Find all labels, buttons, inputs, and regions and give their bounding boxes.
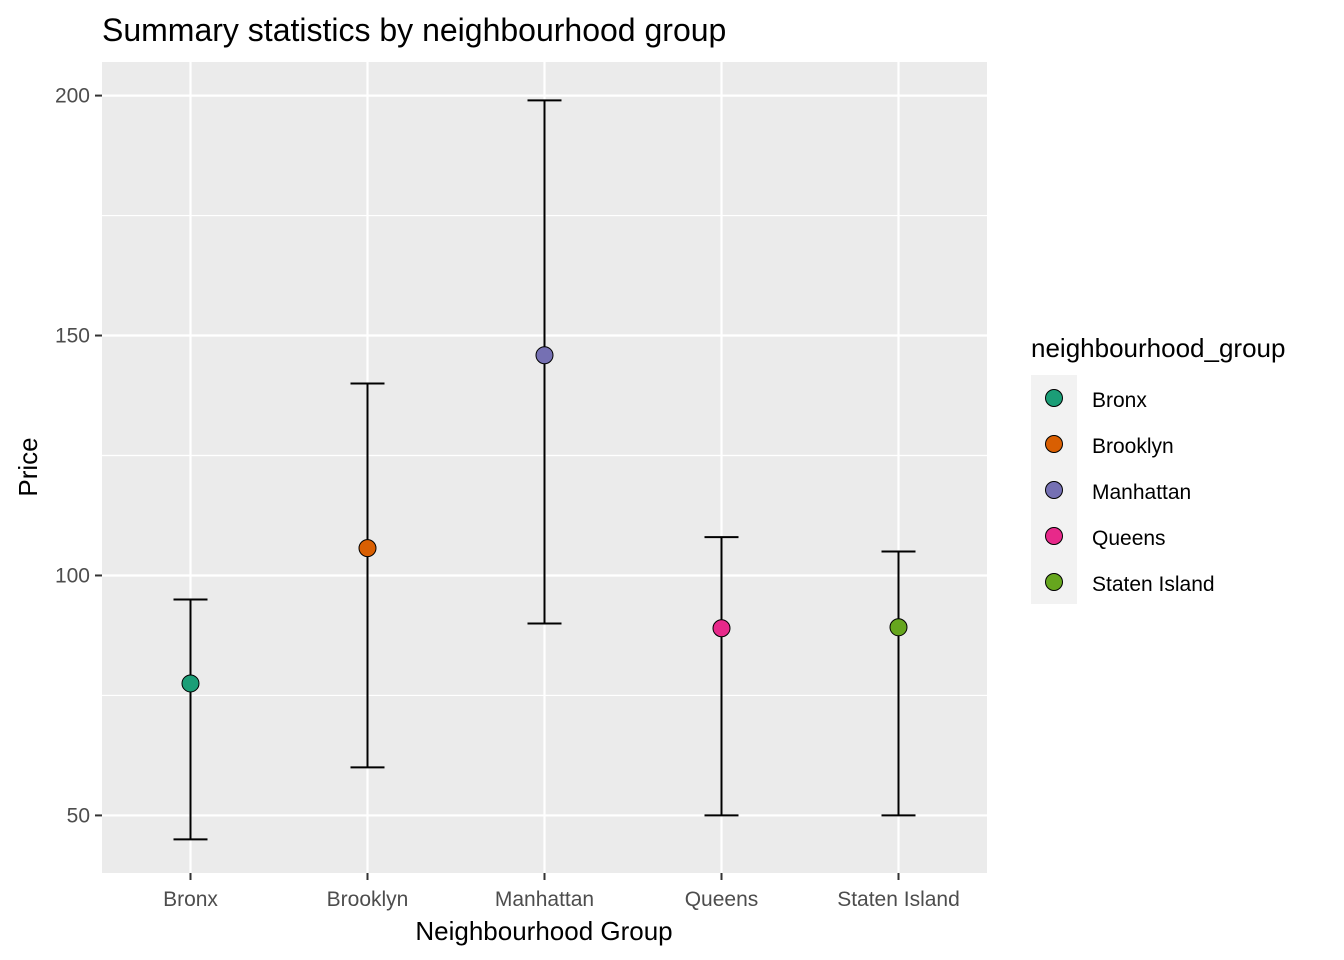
x-tick-label: Bronx [163, 888, 218, 911]
data-points [181, 346, 908, 693]
x-axis: Bronx Brooklyn Manhattan Queens Staten Islan… [163, 873, 960, 911]
error-bar [173, 598, 208, 841]
legend-key [1045, 481, 1063, 499]
legend: neighbourhood_group Bronx Brooklyn Manhatt… [1031, 333, 1285, 604]
mean-point [358, 539, 377, 558]
mean-point [181, 674, 200, 693]
mean-point [889, 618, 908, 637]
legend-key [1045, 573, 1063, 591]
legend-label: Staten Island [1092, 573, 1215, 596]
x-tick-label: Staten Island [837, 888, 960, 911]
x-tick-label: Manhattan [495, 888, 594, 911]
legend-label: Manhattan [1092, 481, 1191, 504]
y-tick-label: 50 [67, 804, 90, 827]
mean-point [712, 619, 731, 638]
y-tick-label: 100 [55, 564, 90, 587]
legend-label: Bronx [1092, 389, 1147, 412]
error-bar [881, 550, 916, 817]
mean-point [535, 346, 554, 365]
legend-label: Brooklyn [1092, 435, 1174, 458]
x-axis-title: Neighbourhood Group [415, 916, 672, 946]
y-tick-label: 200 [55, 85, 90, 108]
y-tick-label: 150 [55, 325, 90, 348]
y-axis-title: Price [13, 437, 43, 496]
error-bar [704, 536, 739, 817]
x-tick-label: Queens [685, 888, 759, 911]
legend-label: Queens [1092, 527, 1166, 550]
legend-title: neighbourhood_group [1031, 333, 1285, 363]
y-axis: 50 100 150 200 [55, 85, 102, 827]
chart-title: Summary statistics by neighbourhood grou… [102, 12, 726, 48]
error-bar [350, 382, 385, 769]
x-tick-label: Brooklyn [327, 888, 409, 911]
legend-key [1045, 389, 1063, 407]
legend-key [1045, 527, 1063, 545]
legend-key [1045, 435, 1063, 453]
